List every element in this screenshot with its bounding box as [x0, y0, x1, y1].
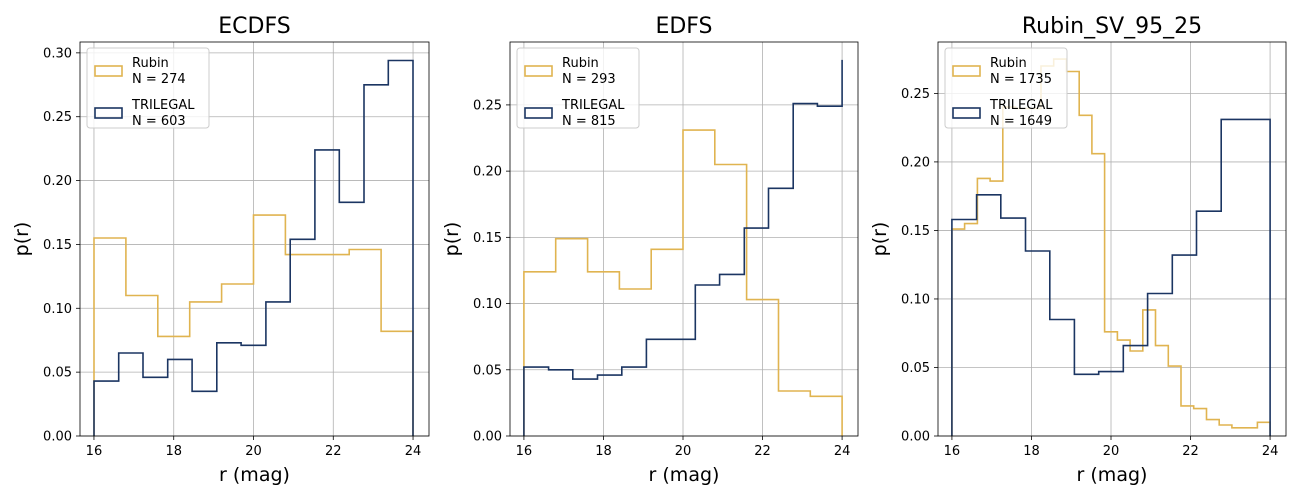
chart-title: EDFS	[655, 14, 712, 39]
x-tick-label: 22	[325, 444, 342, 459]
x-tick-label: 24	[834, 444, 851, 459]
y-tick-label: 0.30	[43, 46, 72, 61]
y-tick-label: 0.05	[473, 363, 502, 378]
y-tick-label: 0.20	[901, 155, 930, 170]
trilegal-histogram	[951, 118, 1271, 436]
panel-2: 16 18 20 22 24 0.00 0.05 0.10 0.15 0.20 0.25 EDFS r …	[441, 14, 859, 486]
trilegal-histogram	[93, 59, 414, 436]
legend-count-rubin: N = 293	[562, 72, 616, 87]
y-tick-label: 0.15	[901, 224, 930, 239]
x-tick-label: 16	[516, 444, 533, 459]
y-tick-label: 0.15	[473, 231, 502, 246]
y-tick-label: 0.25	[43, 110, 72, 125]
legend-swatch-trilegal	[524, 107, 553, 119]
legend-swatch-trilegal	[94, 107, 123, 119]
y-tick-label: 0.00	[901, 430, 930, 445]
legend-count-trilegal: N = 603	[132, 114, 186, 129]
y-tick-label: 0.00	[43, 430, 72, 445]
y-tick-label: 0.05	[43, 366, 72, 381]
x-tick-label: 20	[675, 444, 692, 459]
legend-count-trilegal: N = 1649	[990, 114, 1052, 129]
legend-label-rubin: Rubin	[990, 56, 1027, 71]
y-tick-label: 0.20	[473, 165, 502, 180]
x-axis-label: r (mag)	[649, 464, 720, 486]
y-axis-label: p(r)	[441, 222, 463, 257]
rubin-histogram	[523, 129, 843, 436]
legend-label-trilegal: TRILEGAL	[989, 98, 1053, 113]
y-tick-label: 0.00	[473, 430, 502, 445]
axes-frame	[937, 41, 1287, 437]
y-axis-label: p(r)	[869, 222, 891, 257]
x-axis-label: r (mag)	[1077, 464, 1148, 486]
y-tick-label: 0.10	[43, 302, 72, 317]
y-axis-label: p(r)	[11, 222, 33, 257]
y-tick-label: 0.25	[901, 87, 930, 102]
x-tick-label: 18	[1023, 444, 1040, 459]
panel-1: 16 18 20 22 24 0.00 0.05 0.10 0.15 0.20 0.25 0.30 EC…	[11, 14, 430, 486]
axes-frame	[509, 41, 859, 437]
x-tick-label: 24	[405, 444, 422, 459]
x-tick-label: 16	[944, 444, 961, 459]
legend-swatch-rubin	[524, 65, 553, 77]
legend-label-rubin: Rubin	[132, 56, 169, 71]
y-tick-label: 0.25	[473, 98, 502, 113]
legend-label-trilegal: TRILEGAL	[561, 98, 625, 113]
x-axis-label: r (mag)	[219, 464, 290, 486]
legend-count-rubin: N = 1735	[990, 72, 1052, 87]
y-tick-label: 0.10	[473, 297, 502, 312]
y-tick-label: 0.15	[43, 238, 72, 253]
y-tick-label: 0.10	[901, 292, 930, 307]
trilegal-histogram	[523, 59, 843, 436]
y-tick-label: 0.05	[901, 361, 930, 376]
rubin-histogram	[951, 58, 1271, 436]
legend-count-rubin: N = 274	[132, 72, 186, 87]
legend-swatch-rubin	[94, 65, 123, 77]
legend-swatch-trilegal	[952, 107, 981, 119]
chart-title: ECDFS	[218, 14, 290, 39]
legend-swatch-rubin	[952, 65, 981, 77]
x-tick-label: 22	[754, 444, 771, 459]
x-tick-label: 24	[1262, 444, 1279, 459]
x-tick-label: 16	[86, 444, 103, 459]
x-tick-label: 22	[1182, 444, 1199, 459]
x-tick-label: 20	[245, 444, 262, 459]
chart-title: Rubin_SV_95_25	[1022, 14, 1202, 39]
rubin-histogram	[93, 214, 414, 436]
panel-3: 16 18 20 22 24 0.00 0.05 0.10 0.15 0.20 0.25 Rubin_…	[869, 14, 1287, 486]
legend-label-rubin: Rubin	[562, 56, 599, 71]
legend-count-trilegal: N = 815	[562, 114, 616, 129]
axes-frame	[79, 41, 430, 437]
legend-label-trilegal: TRILEGAL	[131, 98, 195, 113]
y-tick-label: 0.20	[43, 174, 72, 189]
x-tick-label: 18	[595, 444, 612, 459]
x-tick-label: 18	[165, 444, 182, 459]
x-tick-label: 20	[1103, 444, 1120, 459]
